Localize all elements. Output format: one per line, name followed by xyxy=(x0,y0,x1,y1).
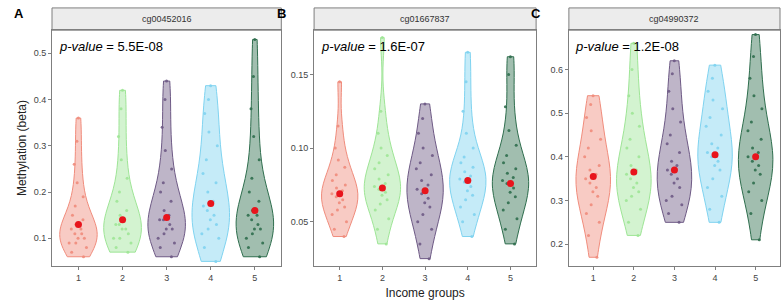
svg-text:Methylation (beta): Methylation (beta) xyxy=(15,100,29,196)
svg-text:C: C xyxy=(531,6,541,21)
svg-text:0.5: 0.5 xyxy=(551,108,564,118)
svg-text:0.5: 0.5 xyxy=(34,48,47,58)
svg-text:5: 5 xyxy=(508,273,513,283)
svg-text:cg04990372: cg04990372 xyxy=(649,14,699,24)
svg-text:0.2: 0.2 xyxy=(551,239,564,249)
svg-text:4: 4 xyxy=(465,273,470,283)
svg-text:1: 1 xyxy=(337,273,342,283)
svg-text:0.05: 0.05 xyxy=(291,217,309,227)
svg-text:cg00452016: cg00452016 xyxy=(142,14,192,24)
svg-text:2: 2 xyxy=(380,273,385,283)
svg-text:1: 1 xyxy=(76,273,81,283)
svg-text:3: 3 xyxy=(423,273,428,283)
svg-text:4: 4 xyxy=(208,273,213,283)
svg-text:B: B xyxy=(277,6,286,21)
svg-text:A: A xyxy=(14,6,24,21)
svg-text:1: 1 xyxy=(591,273,596,283)
svg-text:2: 2 xyxy=(120,273,125,283)
svg-text:0.15: 0.15 xyxy=(291,70,309,80)
svg-text:0.10: 0.10 xyxy=(291,143,309,153)
svg-text:3: 3 xyxy=(672,273,677,283)
svg-text:p-value = 1.2E-08: p-value = 1.2E-08 xyxy=(575,39,679,54)
svg-text:p-value = 1.6E-07: p-value = 1.6E-07 xyxy=(321,39,425,54)
svg-text:2: 2 xyxy=(631,273,636,283)
svg-text:0.4: 0.4 xyxy=(551,152,564,162)
svg-text:0.3: 0.3 xyxy=(34,141,47,151)
svg-text:3: 3 xyxy=(164,273,169,283)
svg-text:4: 4 xyxy=(713,273,718,283)
svg-text:0.2: 0.2 xyxy=(34,187,47,197)
svg-text:Income groups: Income groups xyxy=(385,286,464,300)
svg-text:0.1: 0.1 xyxy=(34,233,47,243)
svg-text:cg01667837: cg01667837 xyxy=(400,14,450,24)
svg-text:0.4: 0.4 xyxy=(34,95,47,105)
svg-text:0.6: 0.6 xyxy=(551,65,564,75)
svg-text:5: 5 xyxy=(753,273,758,283)
svg-text:5: 5 xyxy=(252,273,257,283)
svg-text:0.3: 0.3 xyxy=(551,196,564,206)
svg-text:p-value = 5.5E-08: p-value = 5.5E-08 xyxy=(59,39,163,54)
